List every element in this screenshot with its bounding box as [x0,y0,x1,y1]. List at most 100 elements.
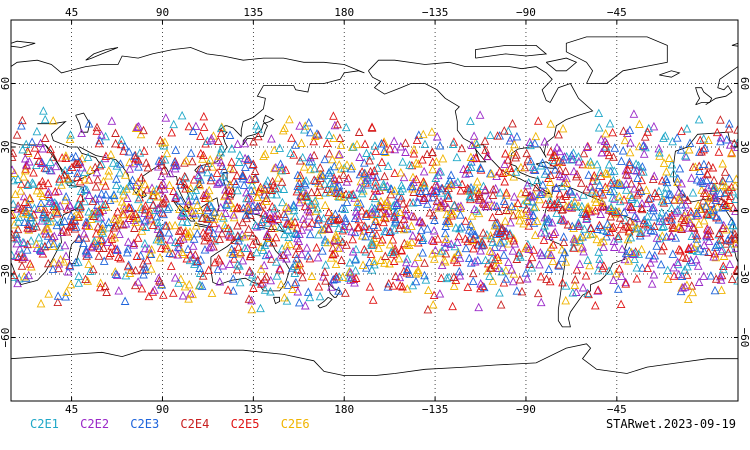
observation-marker [319,224,329,233]
observation-marker [48,264,58,274]
coastline [475,45,548,59]
observation-marker [435,248,445,257]
observation-marker [248,202,257,211]
observation-marker [53,297,63,307]
observation-marker [493,255,503,264]
observation-marker [310,164,319,173]
observation-marker [101,151,111,160]
observation-marker [626,247,636,257]
observation-marker [599,242,608,251]
observation-marker [429,290,439,300]
observation-marker [606,178,616,187]
observation-marker [324,224,334,233]
observation-marker [503,155,513,164]
observation-marker [499,196,509,205]
observation-marker [678,283,688,292]
observation-marker [724,185,734,194]
observation-marker [469,131,479,140]
observation-marker [60,165,70,175]
observation-marker [44,198,54,207]
observation-marker [643,217,653,227]
observation-marker [507,201,517,211]
observation-marker [223,195,233,204]
observation-marker [505,136,515,145]
observation-marker [273,183,283,193]
observation-marker [659,133,668,142]
observation-marker [93,174,103,184]
observation-marker [367,240,376,250]
observation-marker [440,257,450,266]
observation-marker [264,238,274,247]
observation-marker [261,210,271,219]
observation-marker [143,162,153,172]
legend-item-c2e5: C2E5 [230,417,260,431]
observation-marker [267,185,277,194]
observation-marker [170,273,180,282]
observation-marker [336,140,346,149]
observation-marker [176,225,186,235]
observation-marker [728,186,738,196]
observation-marker [552,143,562,152]
observation-marker [680,151,690,160]
observation-marker [476,246,485,255]
observation-marker [114,286,124,295]
observation-marker [638,141,648,150]
observation-marker [643,127,652,136]
observation-marker [632,263,642,272]
observation-marker [437,183,446,193]
observation-marker [609,275,618,284]
observation-marker [210,235,219,245]
observation-marker [334,160,344,169]
observation-marker [399,172,409,182]
observation-marker [538,180,548,189]
observation-marker [367,122,377,131]
observation-marker [290,217,300,226]
observation-marker [272,271,282,280]
observation-marker [166,261,176,270]
observation-marker [608,222,618,231]
observation-marker [411,276,421,286]
observation-marker [139,270,148,279]
observation-marker [43,216,53,225]
observation-marker [193,256,202,265]
observation-marker [562,173,571,183]
observation-marker [661,174,671,183]
observation-marker [495,188,505,197]
observation-marker [191,221,201,230]
observation-marker [253,131,263,141]
observation-marker [131,265,140,275]
legend-item-c2e6: C2E6 [280,417,310,431]
observation-marker [490,242,500,251]
observation-marker [63,174,72,183]
observation-marker [725,140,735,149]
observation-marker [553,202,562,211]
observation-marker [77,128,86,138]
observation-marker [470,229,480,239]
observation-marker [250,174,260,183]
observation-marker [305,229,315,239]
observation-marker [240,243,250,252]
observation-marker [107,230,116,239]
observation-marker [408,198,418,207]
observation-marker [492,220,502,229]
observation-marker [356,176,366,186]
observation-marker [262,231,272,241]
observation-marker [15,243,25,253]
observation-marker [705,225,715,235]
observation-marker [424,193,433,202]
observation-marker [457,143,467,153]
observation-marker [413,238,423,247]
observation-marker [402,240,412,249]
observation-marker [239,180,249,189]
observation-marker [11,165,17,174]
observation-marker [675,163,685,173]
observation-marker [139,125,148,135]
observation-marker [108,158,118,167]
observation-marker [367,202,377,212]
observation-marker [687,257,697,266]
observation-marker [304,117,314,127]
observation-marker [114,252,123,262]
observation-marker [376,196,386,206]
observation-marker [74,211,84,221]
observation-marker [527,263,537,272]
